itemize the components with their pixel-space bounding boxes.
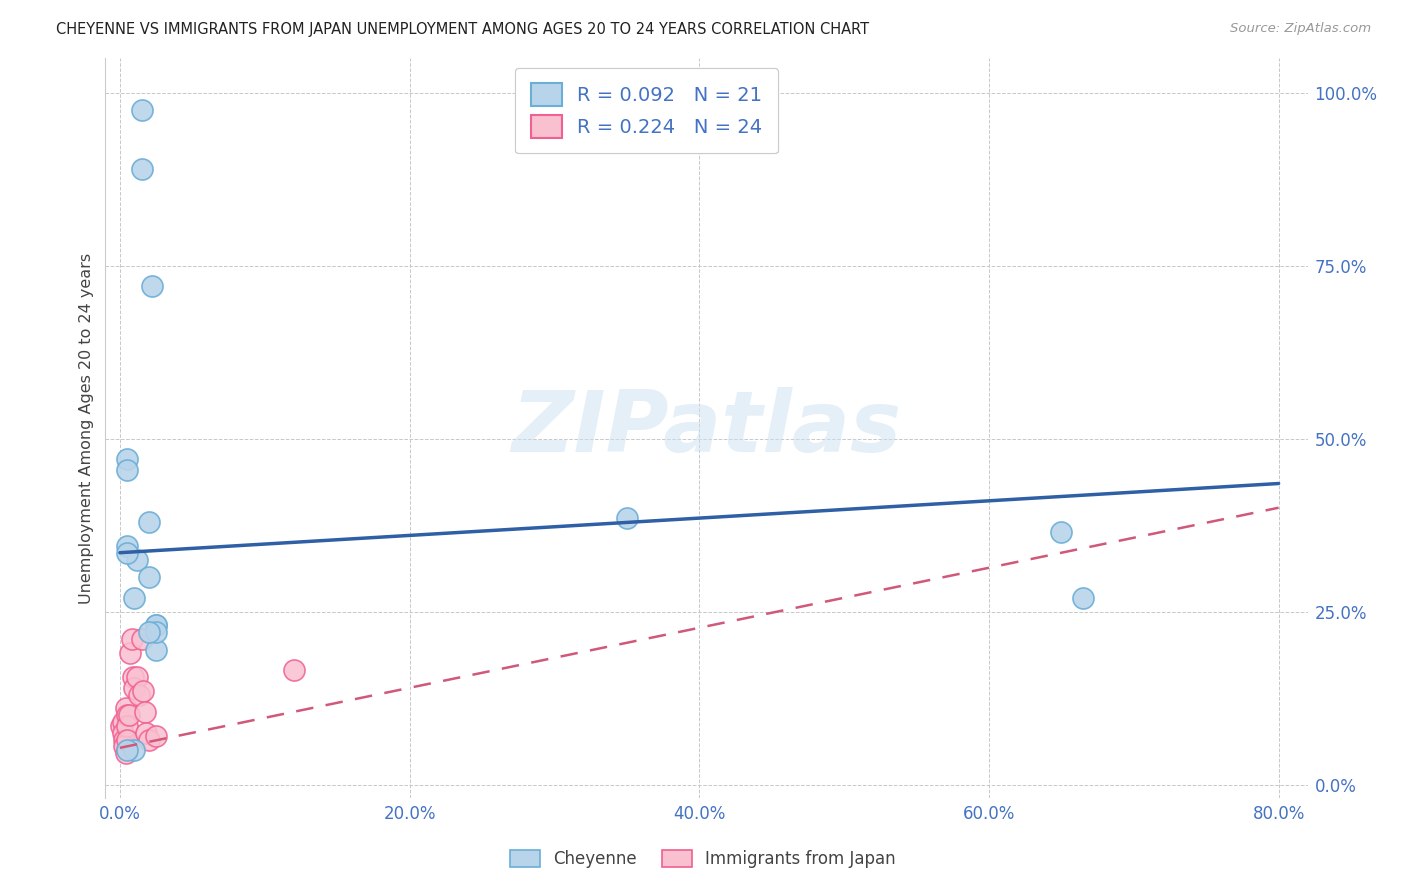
Point (114, 747, 136, 761)
Legend: Cheyenne, Immigrants from Japan: Cheyenne, Immigrants from Japan (503, 843, 903, 875)
Point (114, 701, 136, 715)
Point (145, 642, 167, 657)
Point (112, 732, 135, 747)
Point (124, 681, 146, 695)
Point (145, 625, 167, 640)
Point (115, 452, 138, 467)
Point (145, 618, 167, 632)
Point (112, 739, 135, 754)
Point (1071, 591, 1094, 605)
Point (124, 743, 146, 757)
Point (138, 732, 160, 747)
Text: ZIPatlas: ZIPatlas (512, 386, 901, 470)
Point (110, 719, 132, 733)
Point (115, 708, 138, 723)
Point (111, 725, 134, 739)
Point (115, 463, 138, 477)
Text: Source: ZipAtlas.com: Source: ZipAtlas.com (1230, 22, 1371, 36)
Point (115, 732, 138, 747)
Point (138, 515, 160, 529)
Point (127, 670, 149, 684)
Point (115, 546, 138, 560)
Point (115, 539, 138, 553)
Point (120, 646, 142, 660)
Point (132, 684, 155, 698)
Point (283, 663, 305, 677)
Point (131, 161, 153, 176)
Point (127, 552, 149, 566)
Point (616, 511, 638, 525)
Legend: R = 0.092   N = 21, R = 0.224   N = 24: R = 0.092 N = 21, R = 0.224 N = 24 (515, 68, 778, 153)
Point (117, 708, 139, 723)
Y-axis label: Unemployment Among Ages 20 to 24 years: Unemployment Among Ages 20 to 24 years (79, 252, 94, 604)
Point (145, 729, 167, 743)
Point (121, 632, 143, 647)
Point (138, 570, 160, 584)
Point (111, 715, 134, 730)
Text: CHEYENNE VS IMMIGRANTS FROM JAPAN UNEMPLOYMENT AMONG AGES 20 TO 24 YEARS CORRELA: CHEYENNE VS IMMIGRANTS FROM JAPAN UNEMPL… (56, 22, 869, 37)
Point (124, 591, 146, 605)
Point (135, 725, 157, 739)
Point (1050, 524, 1073, 539)
Point (131, 632, 153, 647)
Point (141, 279, 163, 293)
Point (128, 688, 150, 702)
Point (145, 618, 167, 632)
Point (134, 705, 156, 719)
Point (131, 103, 153, 117)
Point (122, 670, 145, 684)
Point (138, 625, 160, 640)
Point (115, 743, 138, 757)
Point (115, 719, 138, 733)
